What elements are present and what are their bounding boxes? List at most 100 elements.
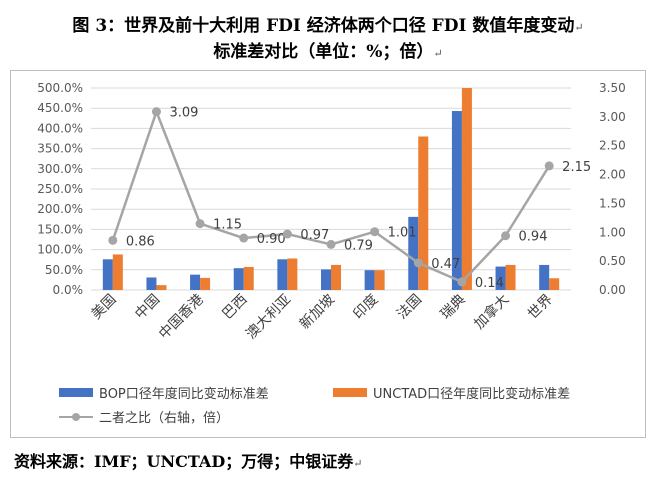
ratio-line-path <box>111 108 551 284</box>
bar-bop <box>364 270 375 290</box>
source-note: 资料来源：IMF；UNCTAD；万得；中银证券↵ <box>14 448 362 472</box>
x-tick-label: 巴西 <box>219 292 250 323</box>
ratio-data-label: 0.14 <box>475 276 504 291</box>
bar-unctad <box>200 277 211 290</box>
return-mark-icon: ↵ <box>574 21 584 34</box>
bar-unctad <box>287 258 298 290</box>
x-tick-label: 中国 <box>132 292 163 323</box>
return-mark-icon: ↵ <box>433 47 443 60</box>
ratio-data-label: 1.15 <box>213 218 242 233</box>
bar-unctad <box>418 136 429 290</box>
bar-bop <box>233 268 244 290</box>
right-tick-label: 1.50 <box>599 196 626 210</box>
bar-bop <box>102 259 113 290</box>
ratio-data-label: 0.94 <box>519 230 548 245</box>
x-tick-label: 加拿大 <box>471 291 513 333</box>
right-tick-label: 0.50 <box>599 254 626 268</box>
left-tick-label: 150.0% <box>37 222 83 236</box>
right-tick-label: 0.00 <box>599 283 626 297</box>
legend-label-bop: BOP口径年度同比变动标准差 <box>99 387 269 402</box>
gridlines <box>91 87 571 291</box>
chart-frame: 0.0% 50.0% 100.0% 150.0% 200.0% 250.0% 300.0% 3… <box>10 70 646 438</box>
x-tick-label: 世界 <box>525 292 556 323</box>
right-tick-label: 1.00 <box>599 225 626 239</box>
chart-title-line-1: 图 3：世界及前十大利用 FDI 经济体两个口径 FDI 数值年度变动↵ <box>0 14 656 40</box>
left-tick-label: 400.0% <box>37 121 83 135</box>
bar-bop <box>408 216 419 290</box>
bar-unctad <box>505 264 516 290</box>
bar-bop <box>277 259 288 290</box>
x-tick-label: 澳大利亚 <box>243 292 294 343</box>
ratio-point <box>282 229 292 239</box>
left-tick-label: 300.0% <box>37 162 83 176</box>
ratio-data-label: 0.86 <box>126 234 155 249</box>
left-tick-label: 50.0% <box>45 263 83 277</box>
ratio-point <box>413 258 423 268</box>
left-tick-label: 250.0% <box>37 182 83 196</box>
bar-unctad <box>156 285 167 290</box>
ratio-data-label: 0.79 <box>344 238 373 253</box>
chart-title-line-2: 标准差对比（单位：%；倍）↵ <box>0 40 656 66</box>
legend-swatch-bop <box>59 388 93 397</box>
bar-unctad <box>374 270 385 290</box>
bar-bop <box>190 274 201 290</box>
ratio-line: 0.86 3.09 1.15 0.90 0.97 0.79 1.01 0.47 0.14 0.94… <box>108 106 591 291</box>
legend-unctad: UNCTAD口径年度同比变动标准差 <box>333 383 570 402</box>
left-axis-ticks: 0.0% 50.0% 100.0% 150.0% 200.0% 250.0% 300.0% 3… <box>37 81 83 297</box>
bar-unctad <box>243 266 254 290</box>
ratio-data-label: 3.09 <box>169 106 198 121</box>
legend-label-unctad: UNCTAD口径年度同比变动标准差 <box>373 387 571 402</box>
ratio-point <box>544 161 554 171</box>
bar-bop <box>539 264 550 290</box>
bar-bop <box>146 277 157 290</box>
right-tick-label: 3.50 <box>599 81 626 95</box>
right-axis-ticks: 0.00 0.50 1.00 1.50 2.00 2.50 3.00 3.50 <box>599 81 626 297</box>
title-text-1: 图 3：世界及前十大利用 FDI 经济体两个口径 FDI 数值年度变动 <box>72 16 575 36</box>
x-tick-label: 印度 <box>350 292 381 323</box>
legend-ratio: 二者之比（右轴，倍） <box>59 407 229 426</box>
left-tick-label: 450.0% <box>37 101 83 115</box>
x-tick-label: 法国 <box>394 292 425 323</box>
legend-swatch-unctad <box>333 388 367 397</box>
right-tick-label: 2.00 <box>599 168 626 182</box>
ratio-data-label: 0.90 <box>257 232 286 247</box>
ratio-point <box>326 239 336 249</box>
bar-unctad <box>461 88 472 290</box>
legend-swatch-ratio <box>59 411 93 423</box>
ratio-point <box>501 231 511 241</box>
x-tick-label: 瑞典 <box>438 292 469 323</box>
right-tick-label: 2.50 <box>599 139 626 153</box>
source-text: 资料来源：IMF；UNCTAD；万得；中银证券 <box>14 452 354 471</box>
x-tick-label: 新加坡 <box>297 292 338 333</box>
bars <box>102 88 560 290</box>
legend-bop: BOP口径年度同比变动标准差 <box>59 383 269 402</box>
x-tick-label: 中国香港 <box>156 292 207 343</box>
left-tick-label: 100.0% <box>37 243 83 257</box>
chart-svg: 0.0% 50.0% 100.0% 150.0% 200.0% 250.0% 300.0% 3… <box>37 81 626 343</box>
ratio-data-label: 1.01 <box>388 226 417 241</box>
left-tick-label: 0.0% <box>53 283 84 297</box>
ratio-data-label: 2.15 <box>562 160 591 175</box>
ratio-data-label: 0.47 <box>431 257 460 272</box>
bar-bop <box>495 266 506 290</box>
bar-unctad <box>112 254 123 290</box>
ratio-point <box>108 235 118 245</box>
ratio-point <box>370 227 380 237</box>
left-tick-label: 200.0% <box>37 202 83 216</box>
ratio-point <box>195 219 205 229</box>
ratio-point <box>151 107 161 117</box>
ratio-point <box>457 277 467 287</box>
ratio-point <box>239 233 249 243</box>
left-tick-label: 500.0% <box>37 81 83 95</box>
bar-bop <box>451 111 462 290</box>
bar-unctad <box>331 264 341 290</box>
ratio-data-label: 0.97 <box>300 228 329 243</box>
left-tick-label: 350.0% <box>37 142 83 156</box>
return-mark-icon: ↵ <box>353 457 363 470</box>
right-tick-label: 3.00 <box>599 110 626 124</box>
legend-label-ratio: 二者之比（右轴，倍） <box>99 411 230 426</box>
bar-unctad <box>549 278 560 290</box>
title-text-2: 标准差对比（单位：%；倍） <box>213 42 434 62</box>
x-tick-label: 美国 <box>89 292 120 323</box>
